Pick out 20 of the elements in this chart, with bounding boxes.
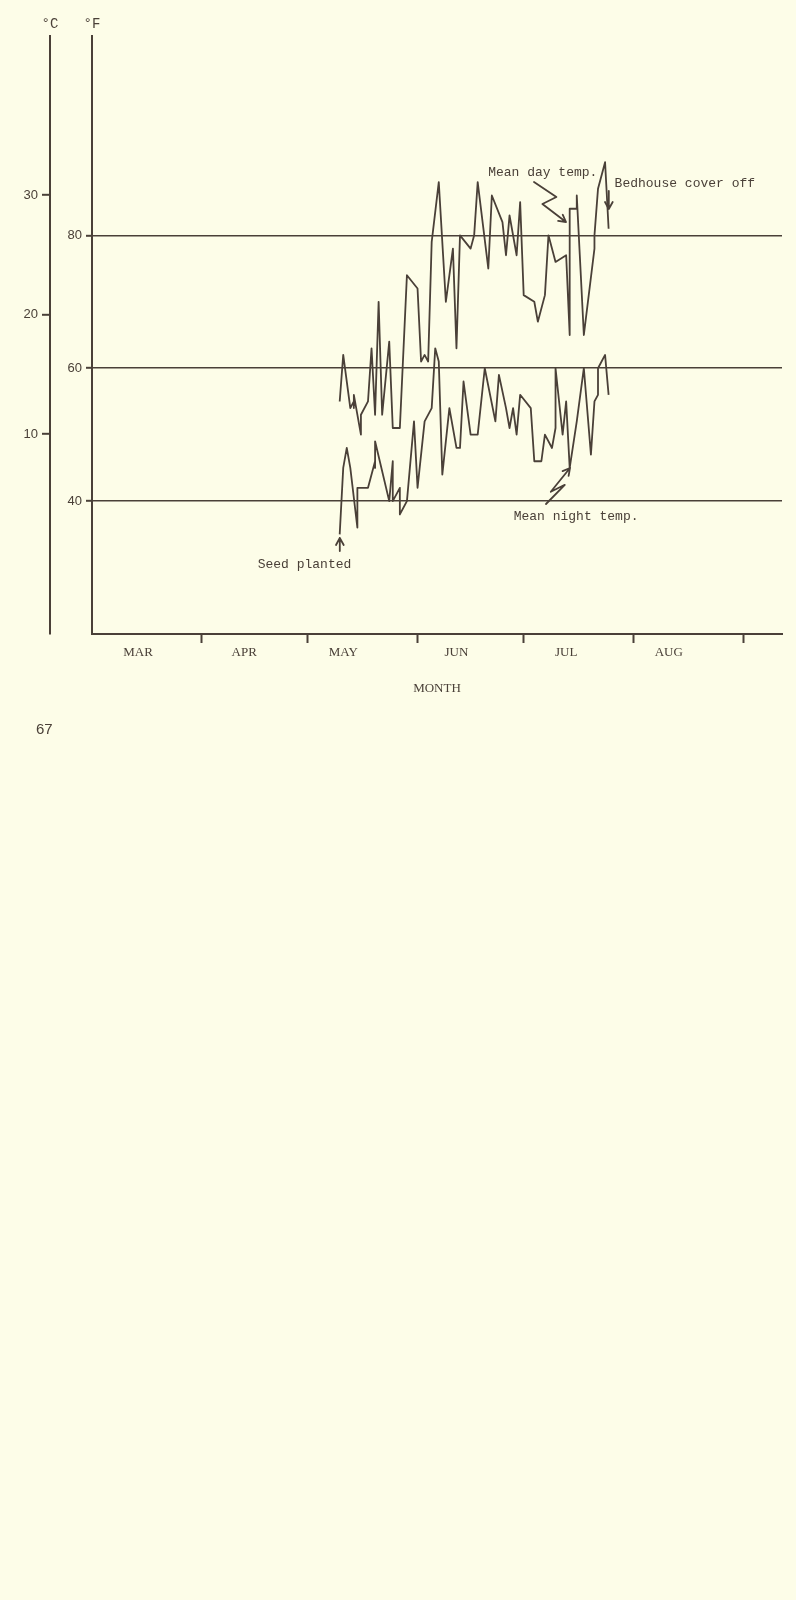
x-tick-label: MAY — [328, 644, 359, 660]
x-tick-label: JUN — [444, 644, 469, 660]
y2-tick-label: 30 — [23, 186, 38, 202]
x-tick-label: AUG — [654, 644, 683, 660]
annotation: Seed planted — [257, 557, 352, 573]
annotation: Mean day temp. — [488, 165, 598, 181]
annotation: Mean night temp. — [513, 508, 639, 524]
x-axis-title: MONTH — [413, 679, 461, 695]
x-tick-label: APR — [231, 644, 258, 660]
y-tick-label: 80 — [67, 226, 82, 242]
x-tick-label: MAR — [123, 644, 154, 660]
y-axis-title: °F — [83, 16, 101, 32]
y-tick-label: 40 — [67, 492, 82, 508]
y2-axis-title: °C — [41, 16, 59, 32]
text: 67 — [36, 720, 53, 737]
y-tick-label: 60 — [67, 359, 82, 375]
y2-tick-label: 10 — [23, 425, 38, 441]
annotation: Bedhouse cover off — [614, 175, 756, 191]
y2-tick-label: 20 — [23, 306, 38, 322]
x-tick-label: JUL — [554, 644, 578, 660]
